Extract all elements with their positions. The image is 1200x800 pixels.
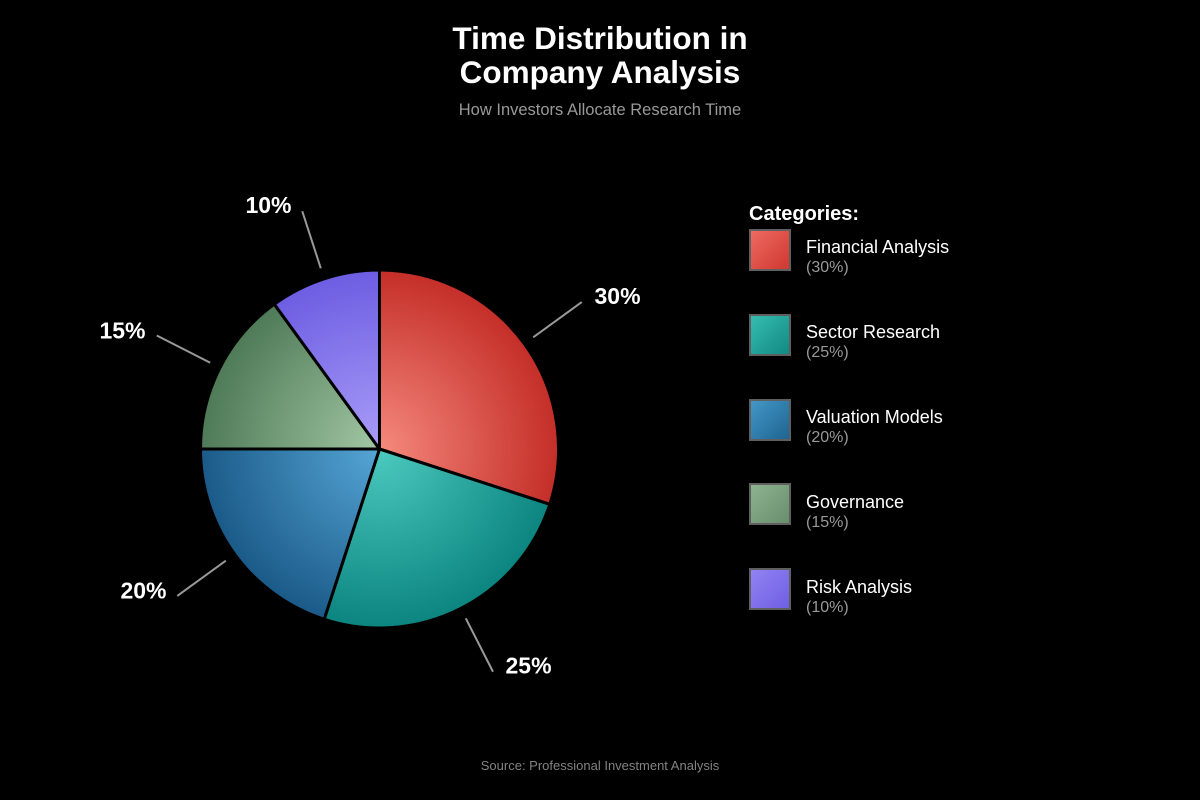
svg-text:20%: 20%: [120, 578, 166, 604]
svg-text:30%: 30%: [595, 283, 641, 309]
svg-text:25%: 25%: [506, 653, 552, 679]
svg-text:10%: 10%: [245, 192, 291, 218]
svg-text:15%: 15%: [99, 318, 145, 344]
